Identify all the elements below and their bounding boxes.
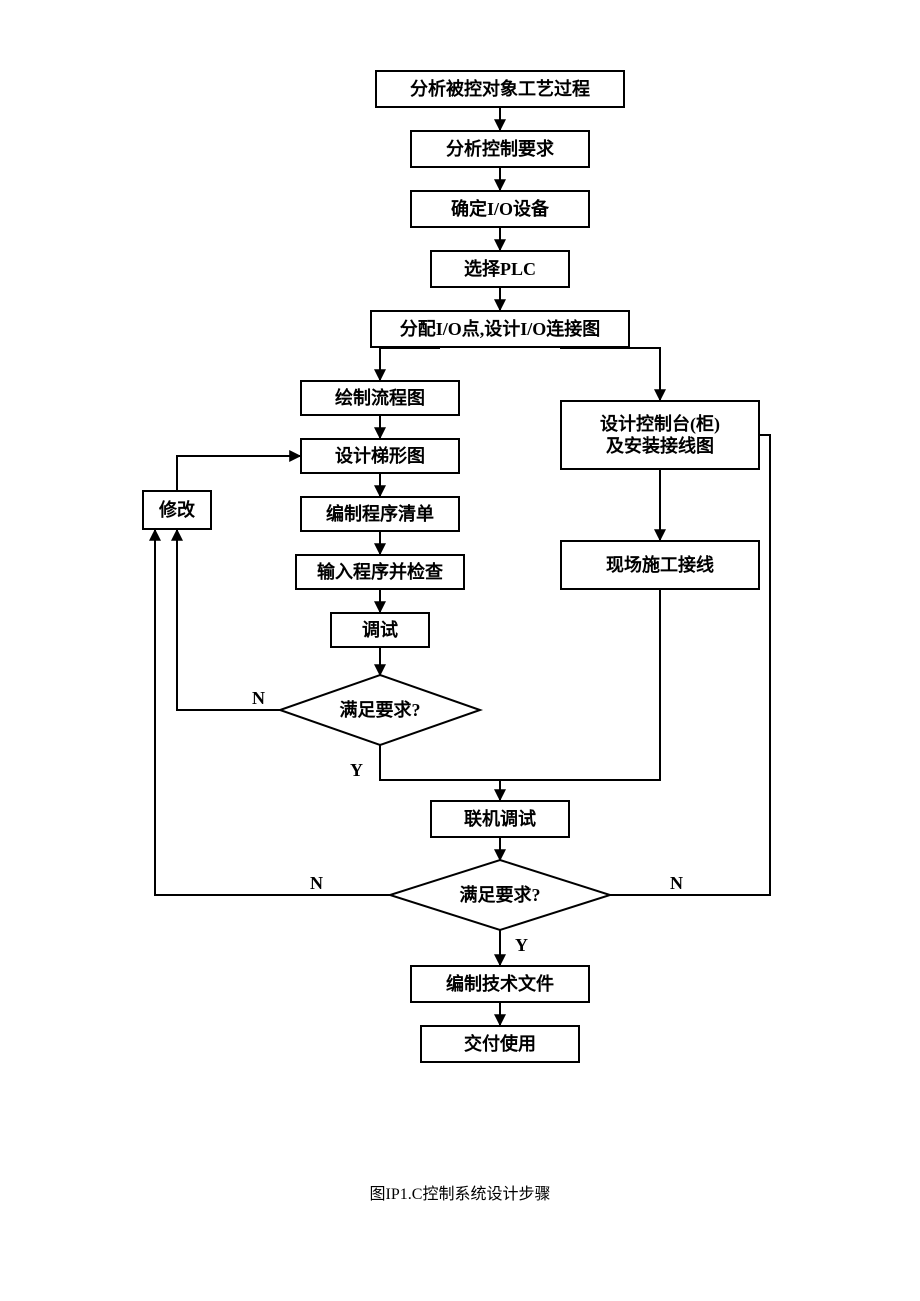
- node-n7: 设计梯形图: [300, 438, 460, 474]
- svg-text:满足要求?: 满足要求?: [340, 699, 421, 720]
- node-n15: 交付使用: [420, 1025, 580, 1063]
- branch-label: Y: [350, 760, 363, 781]
- branch-label: Y: [515, 935, 528, 956]
- node-n10: 调试: [330, 612, 430, 648]
- svg-text:满足要求?: 满足要求?: [460, 884, 541, 905]
- node-n13: 联机调试: [430, 800, 570, 838]
- node-n1: 分析被控对象工艺过程: [375, 70, 625, 108]
- node-n5: 分配I/O点,设计I/O连接图: [370, 310, 630, 348]
- node-n8: 编制程序清单: [300, 496, 460, 532]
- node-n3: 确定I/O设备: [410, 190, 590, 228]
- figure-caption: 图IP1.C控制系统设计步骤: [0, 1180, 920, 1204]
- node-n6: 绘制流程图: [300, 380, 460, 416]
- branch-label: N: [252, 688, 265, 709]
- node-n14: 编制技术文件: [410, 965, 590, 1003]
- node-n9: 输入程序并检查: [295, 554, 465, 590]
- node-mod: 修改: [142, 490, 212, 530]
- node-n4: 选择PLC: [430, 250, 570, 288]
- branch-label: N: [670, 873, 683, 894]
- node-n2: 分析控制要求: [410, 130, 590, 168]
- flowchart-canvas: 满足要求? 满足要求? 图IP1.C控制系统设计步骤 分析被控对象工艺过程分析控制…: [0, 0, 920, 1301]
- node-n12: 现场施工接线: [560, 540, 760, 590]
- branch-label: N: [310, 873, 323, 894]
- node-n11: 设计控制台(柜)及安装接线图: [560, 400, 760, 470]
